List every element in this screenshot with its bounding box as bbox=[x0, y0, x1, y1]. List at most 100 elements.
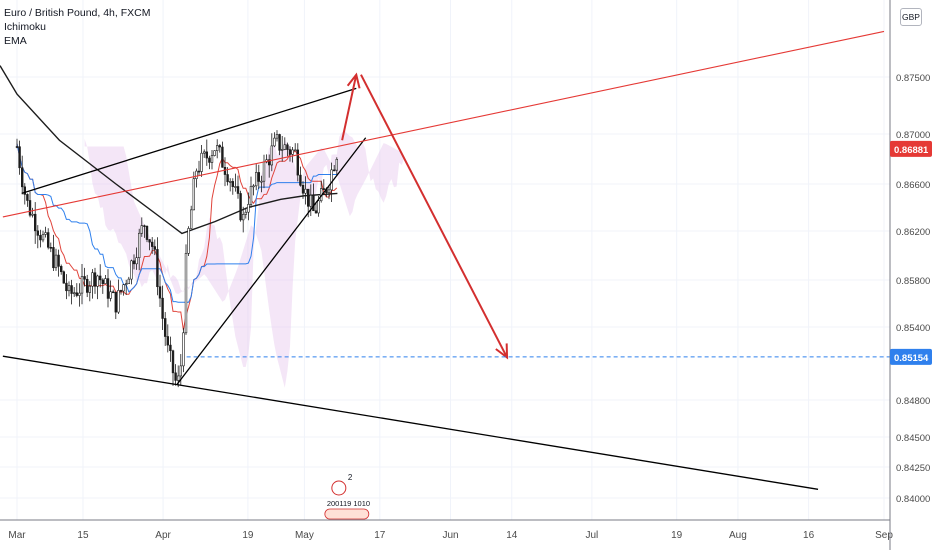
candle-body bbox=[73, 292, 76, 295]
x-tick-label: 15 bbox=[77, 530, 89, 541]
x-tick-label: Aug bbox=[729, 530, 747, 541]
y-tick-label: 0.87000 bbox=[896, 130, 930, 141]
y-tick-label: 0.84500 bbox=[896, 433, 930, 444]
grid-layer bbox=[0, 0, 890, 520]
candle-body bbox=[52, 247, 55, 269]
candle-body bbox=[314, 210, 318, 214]
x-tick-label: 14 bbox=[506, 530, 518, 541]
target-price-label: 0.85154 bbox=[890, 348, 932, 365]
candle-body bbox=[252, 185, 255, 188]
candle bbox=[236, 175, 240, 199]
candle-body bbox=[104, 278, 107, 284]
candle bbox=[309, 184, 312, 217]
candle-body bbox=[67, 285, 71, 292]
candle-body bbox=[93, 272, 97, 287]
y-tick-label: 0.86600 bbox=[896, 180, 930, 191]
candle bbox=[132, 254, 136, 270]
candle-body bbox=[86, 278, 89, 293]
candle-body bbox=[57, 254, 60, 267]
candle bbox=[327, 186, 331, 200]
candle-body bbox=[132, 260, 136, 265]
candle-body bbox=[255, 172, 258, 187]
candle-body bbox=[197, 170, 201, 173]
candle bbox=[218, 144, 221, 153]
event-caption: 200119 1010 bbox=[327, 499, 370, 508]
y-tick-label: 0.87500 bbox=[896, 73, 930, 84]
candle bbox=[138, 228, 141, 271]
candle-body bbox=[44, 232, 47, 235]
candle bbox=[80, 263, 84, 305]
candle bbox=[106, 269, 110, 308]
chart-legend: Euro / British Pound, 4h, FXCM Ichimoku … bbox=[4, 6, 150, 48]
candle-body bbox=[177, 375, 180, 381]
candle bbox=[54, 248, 58, 271]
candle-body bbox=[309, 194, 312, 207]
candle bbox=[278, 133, 281, 156]
candle-body bbox=[39, 235, 42, 241]
candle bbox=[125, 279, 128, 295]
candle bbox=[44, 226, 47, 238]
candle-body bbox=[203, 151, 206, 154]
kijun-line bbox=[16, 143, 337, 303]
plot-background bbox=[0, 0, 890, 520]
indicator-layer bbox=[0, 65, 338, 331]
candle bbox=[203, 149, 206, 158]
y-tick-label: 0.85800 bbox=[896, 276, 930, 287]
candle bbox=[234, 173, 237, 192]
arrow-annotation bbox=[341, 72, 361, 141]
trendline-lower-channel bbox=[176, 137, 367, 385]
candle-body bbox=[119, 290, 123, 292]
candle-body bbox=[145, 225, 149, 240]
y-tick-label: 0.84000 bbox=[896, 494, 930, 505]
indicator-ema-label[interactable]: EMA bbox=[4, 35, 27, 47]
candle bbox=[174, 364, 177, 386]
candle bbox=[184, 244, 188, 335]
candle-body bbox=[31, 213, 34, 216]
candle-body bbox=[78, 292, 81, 296]
candle bbox=[33, 202, 37, 244]
candle bbox=[148, 239, 151, 251]
candle-body bbox=[229, 181, 232, 183]
candle-body bbox=[304, 188, 307, 194]
candle bbox=[119, 289, 123, 295]
candle-body bbox=[322, 188, 325, 190]
candle-body bbox=[306, 188, 310, 207]
candle-body bbox=[244, 211, 247, 215]
x-tick-label: 19 bbox=[242, 530, 254, 541]
candle-body bbox=[65, 282, 68, 292]
x-tick-label: 16 bbox=[803, 530, 815, 541]
candle-body bbox=[296, 149, 299, 176]
drawing-layer bbox=[2, 30, 890, 490]
candle bbox=[301, 181, 305, 199]
candle-body bbox=[70, 285, 73, 294]
candle bbox=[122, 283, 125, 296]
candle-body bbox=[299, 174, 302, 186]
candle bbox=[304, 176, 307, 205]
x-tick-label: Jul bbox=[585, 530, 598, 541]
candle bbox=[151, 237, 154, 254]
candle-body bbox=[301, 185, 305, 194]
candle bbox=[143, 224, 146, 238]
indicator-ichimoku-label[interactable]: Ichimoku bbox=[4, 21, 47, 33]
candle-body bbox=[156, 249, 159, 288]
candle-body bbox=[283, 144, 286, 150]
candle bbox=[270, 133, 273, 172]
candle bbox=[62, 270, 66, 284]
candle-body bbox=[28, 200, 32, 216]
candle-body bbox=[330, 169, 333, 191]
candle bbox=[164, 312, 167, 346]
candle bbox=[169, 336, 172, 362]
candle-body bbox=[59, 266, 63, 273]
candle bbox=[161, 285, 164, 331]
candle bbox=[275, 130, 279, 142]
candle-body bbox=[169, 344, 172, 352]
candle bbox=[59, 264, 63, 275]
symbol-title[interactable]: Euro / British Pound, 4h, FXCM bbox=[4, 7, 151, 19]
x-tick-label: Jun bbox=[442, 530, 458, 541]
candle-body bbox=[286, 144, 289, 150]
candle-body bbox=[33, 213, 37, 232]
currency-badge[interactable]: GBP bbox=[900, 8, 922, 26]
